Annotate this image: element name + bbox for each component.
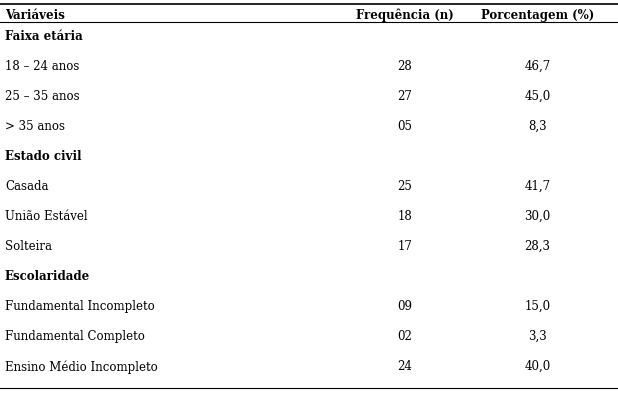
Text: 46,7: 46,7 bbox=[525, 60, 551, 73]
Text: Escolaridade: Escolaridade bbox=[5, 270, 90, 283]
Text: Variáveis: Variáveis bbox=[5, 9, 65, 22]
Text: 18: 18 bbox=[397, 210, 412, 223]
Text: 05: 05 bbox=[397, 120, 412, 133]
Text: 3,3: 3,3 bbox=[528, 330, 547, 343]
Text: 40,0: 40,0 bbox=[525, 360, 551, 373]
Text: Fundamental Incompleto: Fundamental Incompleto bbox=[5, 300, 154, 313]
Text: Ensino Médio Incompleto: Ensino Médio Incompleto bbox=[5, 360, 158, 374]
Text: 28,3: 28,3 bbox=[525, 240, 551, 253]
Text: 17: 17 bbox=[397, 240, 412, 253]
Text: 15,0: 15,0 bbox=[525, 300, 551, 313]
Text: União Estável: União Estável bbox=[5, 210, 88, 223]
Text: 30,0: 30,0 bbox=[525, 210, 551, 223]
Text: 27: 27 bbox=[397, 90, 412, 103]
Text: 8,3: 8,3 bbox=[528, 120, 547, 133]
Text: 28: 28 bbox=[397, 60, 412, 73]
Text: Solteira: Solteira bbox=[5, 240, 52, 253]
Text: 41,7: 41,7 bbox=[525, 180, 551, 193]
Text: Porcentagem (%): Porcentagem (%) bbox=[481, 9, 595, 22]
Text: 09: 09 bbox=[397, 300, 412, 313]
Text: 24: 24 bbox=[397, 360, 412, 373]
Text: Casada: Casada bbox=[5, 180, 48, 193]
Text: Fundamental Completo: Fundamental Completo bbox=[5, 330, 145, 343]
Text: Faixa etária: Faixa etária bbox=[5, 30, 83, 43]
Text: Estado civil: Estado civil bbox=[5, 150, 82, 163]
Text: Frequência (n): Frequência (n) bbox=[356, 9, 454, 22]
Text: > 35 anos: > 35 anos bbox=[5, 120, 65, 133]
Text: 18 – 24 anos: 18 – 24 anos bbox=[5, 60, 79, 73]
Text: 25: 25 bbox=[397, 180, 412, 193]
Text: 45,0: 45,0 bbox=[525, 90, 551, 103]
Text: 02: 02 bbox=[397, 330, 412, 343]
Text: 25 – 35 anos: 25 – 35 anos bbox=[5, 90, 80, 103]
